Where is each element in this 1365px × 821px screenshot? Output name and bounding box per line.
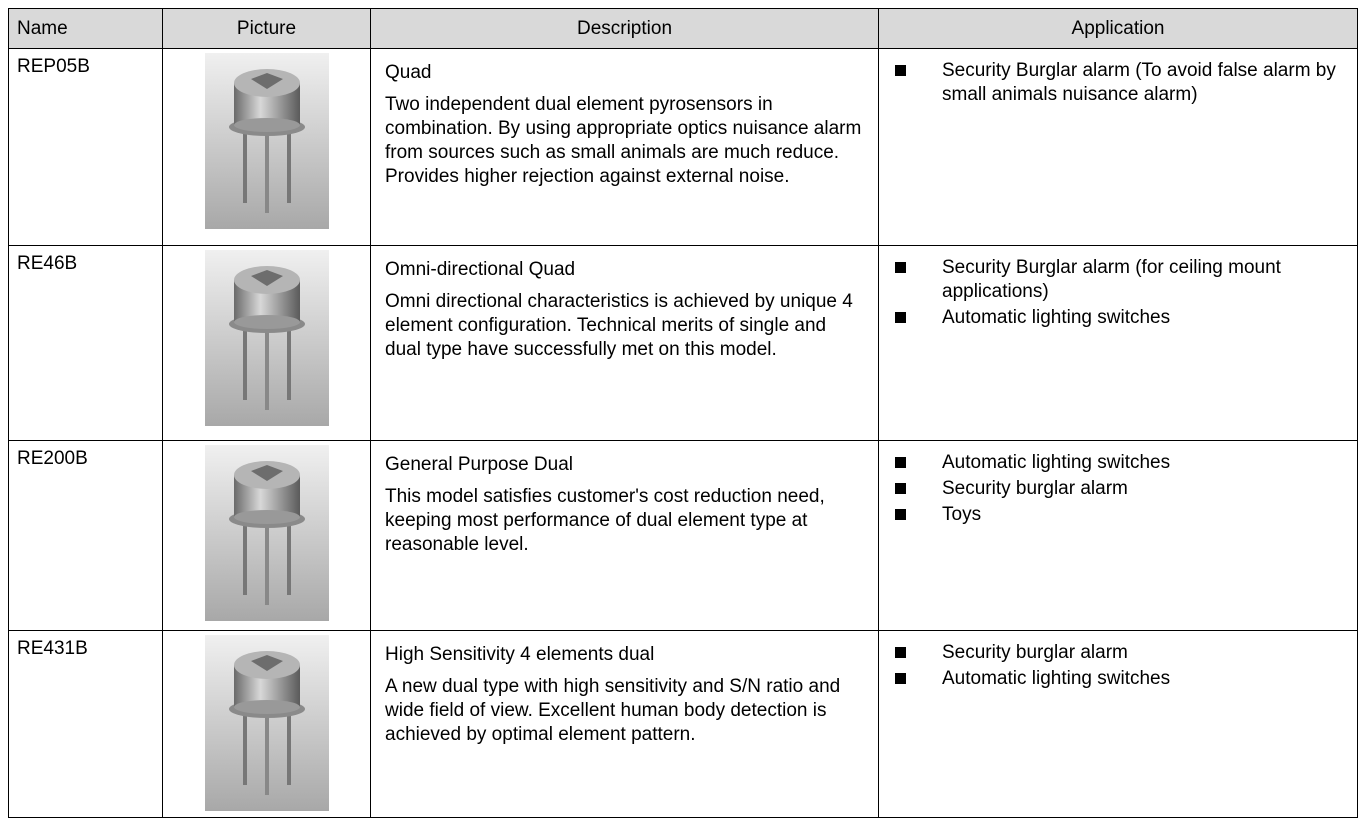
table-row: RE46B Omni-directional Quad Omni direction…	[8, 245, 1358, 441]
application-item: Security Burglar alarm (To avoid false a…	[893, 59, 1343, 107]
application-cell: Automatic lighting switches Security burg…	[878, 440, 1358, 631]
header-cell: Picture	[162, 8, 371, 49]
application-item: Automatic lighting switches	[893, 667, 1343, 691]
description-cell: Quad Two independent dual element pyrosen…	[370, 48, 879, 246]
name-cell: REP05B	[8, 48, 163, 246]
application-cell: Security burglar alarm Automatic lighting…	[878, 630, 1358, 818]
description-cell: General Purpose Dual This model satisfies…	[370, 440, 879, 631]
description-title: High Sensitivity 4 elements dual	[385, 644, 655, 665]
application-item: Automatic lighting switches	[893, 306, 1343, 330]
name-cell: RE46B	[8, 245, 163, 441]
description-text: Omni directional characteristics is achi…	[385, 291, 853, 360]
name-cell: RE200B	[8, 440, 163, 631]
application-cell: Security Burglar alarm (To avoid false a…	[878, 48, 1358, 246]
application-item: Automatic lighting switches	[893, 451, 1343, 475]
header-row: Name Picture Description Application	[8, 8, 1358, 49]
header-cell: Application	[878, 8, 1358, 49]
description-title: Quad	[385, 62, 432, 83]
picture-cell	[162, 245, 371, 441]
table-row: REP05B Quad Two independent dual element p…	[8, 48, 1358, 246]
header-cell: Description	[370, 8, 879, 49]
table-row: RE200B General Purpose Dual This model sat…	[8, 440, 1358, 631]
table-row: RE431B High Sensitivity 4 elements dual A …	[8, 630, 1358, 818]
application-cell: Security Burglar alarm (for ceiling moun…	[878, 245, 1358, 441]
picture-cell	[162, 440, 371, 631]
application-item: Security Burglar alarm (for ceiling moun…	[893, 256, 1343, 304]
description-text: Two independent dual element pyrosensors…	[385, 94, 862, 187]
sensor-picture	[205, 635, 329, 811]
header-cell: Name	[8, 8, 163, 49]
application-item: Security burglar alarm	[893, 641, 1343, 665]
description-cell: High Sensitivity 4 elements dual A new du…	[370, 630, 879, 818]
name-cell: RE431B	[8, 630, 163, 818]
application-item: Security burglar alarm	[893, 477, 1343, 501]
picture-cell	[162, 630, 371, 818]
picture-cell	[162, 48, 371, 246]
sensor-picture	[205, 250, 329, 426]
application-item: Toys	[893, 503, 1343, 527]
product-table: Name Picture Description Application REP…	[8, 8, 1358, 818]
description-text: This model satisfies customer's cost red…	[385, 486, 825, 555]
description-text: A new dual type with high sensitivity an…	[385, 676, 841, 745]
description-cell: Omni-directional Quad Omni directional ch…	[370, 245, 879, 441]
description-title: Omni-directional Quad	[385, 259, 576, 280]
description-title: General Purpose Dual	[385, 454, 573, 475]
table-body: REP05B Quad Two independent dual element p…	[8, 48, 1358, 818]
sensor-picture	[205, 53, 329, 229]
sensor-picture	[205, 445, 329, 621]
